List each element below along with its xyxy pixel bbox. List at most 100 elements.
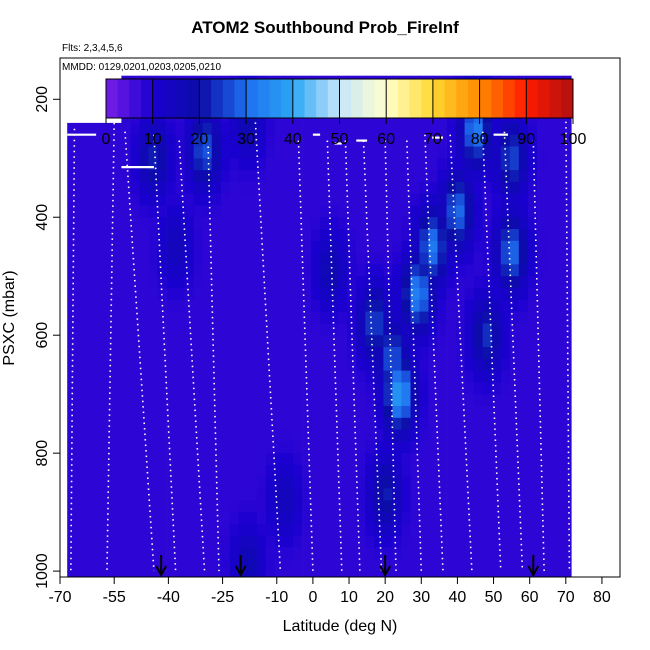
heat-cell <box>112 535 122 548</box>
heat-cell <box>193 358 204 371</box>
heat-cell <box>121 488 131 501</box>
heat-cell <box>437 559 447 572</box>
heat-cell <box>329 535 339 548</box>
heat-cell <box>202 335 213 348</box>
heat-cell <box>482 229 493 242</box>
heat-cell <box>302 370 312 383</box>
flight-profile <box>153 134 177 572</box>
heat-cell <box>229 146 240 159</box>
heat-cell <box>419 547 429 560</box>
heat-cell <box>338 464 348 478</box>
heat-cell <box>320 134 330 147</box>
heat-cell <box>320 382 330 395</box>
heat-cell <box>473 264 484 277</box>
heat-cell <box>148 370 158 383</box>
heat-cell <box>347 512 357 525</box>
heat-cell <box>392 512 402 525</box>
heat-cell <box>265 500 276 513</box>
heat-cell <box>220 158 231 171</box>
heat-cell <box>374 347 384 360</box>
heat-cell <box>193 523 204 537</box>
heat-cell <box>130 229 140 242</box>
heat-cell <box>446 394 456 407</box>
heat-cell <box>482 311 493 324</box>
heat-cell <box>302 299 312 312</box>
heatmap-cells <box>67 75 572 578</box>
heat-cell <box>175 500 185 513</box>
heat-cell <box>175 429 185 442</box>
heat-cell <box>157 370 167 383</box>
heat-cell <box>500 205 511 218</box>
heat-cell <box>202 252 213 265</box>
heat-cell <box>320 229 330 242</box>
heat-cell <box>428 276 438 289</box>
heat-cell <box>392 453 402 466</box>
heat-cell <box>220 500 231 513</box>
heat-cell <box>536 170 547 183</box>
heat-cell <box>401 288 411 301</box>
heat-cell <box>247 476 258 489</box>
heat-cell <box>265 170 276 183</box>
heat-cell <box>265 512 276 525</box>
heat-cell <box>491 535 502 548</box>
heat-cell <box>166 500 176 513</box>
heat-cell <box>311 252 321 265</box>
heat-cell <box>338 370 348 383</box>
heat-cell <box>545 181 556 195</box>
heat-cell <box>157 358 167 371</box>
heat-cell <box>112 335 122 348</box>
heat-cell <box>130 181 140 195</box>
heat-cell <box>518 382 529 395</box>
heat-cell <box>166 382 176 395</box>
heat-cell <box>482 323 493 336</box>
heat-cell <box>284 205 294 218</box>
heat-cell <box>500 288 511 301</box>
heat-cell <box>545 370 556 383</box>
heat-cell <box>67 394 77 407</box>
heat-cell <box>139 146 149 159</box>
heat-cell <box>536 488 547 501</box>
heat-cell <box>247 417 258 430</box>
heat-cell <box>338 205 348 218</box>
heat-cell <box>500 122 511 136</box>
heat-cell <box>103 441 113 454</box>
heat-cell <box>356 288 366 301</box>
heat-cell <box>130 276 140 289</box>
heat-cell <box>473 229 484 242</box>
heat-cell <box>500 252 511 265</box>
heat-cell <box>365 335 375 348</box>
heat-cell <box>356 571 366 578</box>
heat-cell <box>320 547 330 560</box>
heat-cell <box>545 547 556 560</box>
heat-cell <box>139 559 149 572</box>
heat-cell <box>265 441 276 454</box>
x-tick-label: -25 <box>211 589 234 606</box>
heat-cell <box>473 417 484 430</box>
heat-cell <box>148 453 158 466</box>
heat-cell <box>473 559 484 572</box>
heat-cell <box>238 488 249 501</box>
heat-cell <box>193 500 204 513</box>
heat-cell <box>491 370 502 383</box>
heat-cell <box>564 512 572 525</box>
heat-cell <box>455 500 465 513</box>
heat-cell <box>392 441 402 454</box>
heat-cell <box>437 406 447 419</box>
heat-cell <box>166 417 176 430</box>
heat-cell <box>94 134 104 147</box>
heat-cell <box>383 417 393 430</box>
heat-cell <box>455 429 465 442</box>
heat-cell <box>229 406 240 419</box>
heat-cell <box>509 382 520 395</box>
heat-cell <box>536 299 547 312</box>
heat-cell <box>202 453 213 466</box>
heat-cell <box>401 512 411 525</box>
heat-cell <box>338 547 348 560</box>
heat-cell <box>157 476 167 489</box>
heat-cell <box>139 311 149 324</box>
heat-cell <box>139 240 149 253</box>
heat-cell <box>455 394 465 407</box>
heat-cell <box>320 158 330 171</box>
heat-cell <box>85 299 95 312</box>
heat-cell <box>67 406 77 419</box>
